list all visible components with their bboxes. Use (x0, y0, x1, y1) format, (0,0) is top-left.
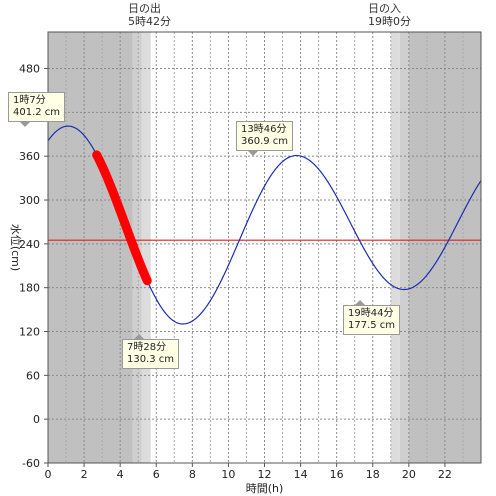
x-tick-label: 10 (221, 468, 235, 481)
sunset-label: 日の入 19時0分 (368, 2, 411, 28)
tide-callout-low-2: 19時44分 177.5 cm (343, 300, 401, 335)
x-tick-label: 18 (366, 468, 380, 481)
tide-callout-low-1: 7時28分 130.3 cm (122, 334, 180, 369)
y-tick-label: 60 (26, 369, 40, 382)
callout-value: 401.2 cm (13, 107, 61, 118)
x-tick-label: 22 (438, 468, 452, 481)
callout-value: 130.3 cm (127, 354, 175, 365)
x-tick-label: 16 (330, 468, 344, 481)
y-tick-label: 300 (19, 194, 40, 207)
tide-callout-high-1: 1時7分 401.2 cm (8, 92, 66, 127)
sunrise-title: 日の出 (128, 2, 161, 15)
current-time-highlight (92, 150, 152, 286)
y-tick-label: 360 (19, 150, 40, 163)
x-tick-label: 8 (189, 468, 196, 481)
callout-value: 360.9 cm (241, 136, 289, 147)
night-day-shading (48, 32, 481, 463)
y-tick-label: 480 (19, 63, 40, 76)
y-tick-label: 240 (19, 238, 40, 251)
callout-time: 1時7分 (13, 95, 46, 106)
sunrise-label: 日の出 5時42分 (128, 2, 171, 28)
y-tick-label: -60 (22, 457, 40, 470)
x-tick-label: 6 (153, 468, 160, 481)
day-area (150, 32, 391, 463)
twilight-shade-evening-2 (399, 32, 409, 463)
callout-time: 19時44分 (348, 308, 394, 319)
x-tick-label: 14 (294, 468, 308, 481)
x-tick-label: 2 (81, 468, 88, 481)
sunset-time: 19時0分 (368, 15, 411, 28)
y-tick-label: 0 (33, 413, 40, 426)
x-axis-ticks: 0 2 4 6 8 10 12 14 16 18 20 22 (45, 463, 452, 481)
callout-time: 13時46分 (241, 124, 287, 135)
callout-value: 177.5 cm (348, 320, 396, 331)
x-axis-label: 時間(h) (246, 482, 284, 495)
twilight-shade-evening-1 (390, 32, 400, 463)
callout-time: 7時28分 (127, 342, 167, 353)
sunset-title: 日の入 (368, 2, 401, 15)
x-tick-label: 0 (45, 468, 52, 481)
x-tick-label: 20 (402, 468, 416, 481)
y-tick-label: 120 (19, 326, 40, 339)
y-axis-label: 水位(cm) (9, 224, 23, 271)
tide-callout-high-2: 13時46分 360.9 cm (236, 121, 294, 156)
twilight-shade-morning-2 (141, 32, 151, 463)
x-tick-label: 12 (258, 468, 272, 481)
sunrise-time: 5時42分 (128, 15, 171, 28)
y-tick-label: 180 (19, 282, 40, 295)
x-tick-label: 4 (117, 468, 124, 481)
